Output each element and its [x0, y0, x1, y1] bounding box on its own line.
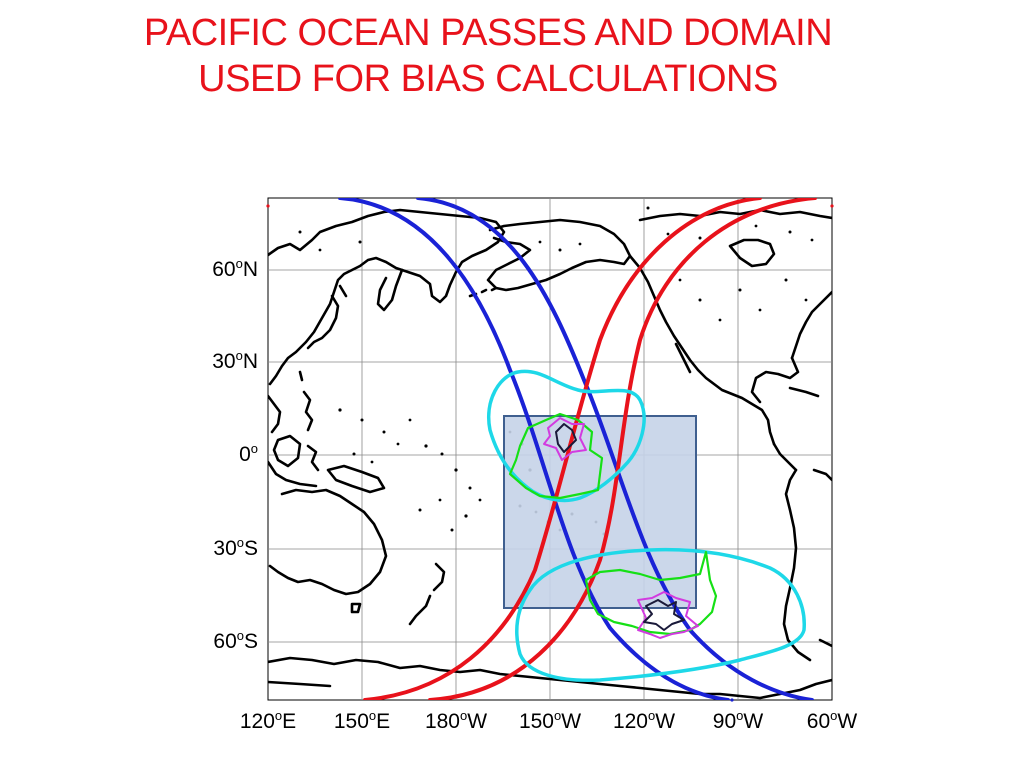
lon-tick-label: 60oW [782, 708, 882, 734]
degree-mark: o [830, 708, 838, 723]
tick-number: 60 [212, 258, 236, 281]
tick-number: 120 [239, 710, 275, 733]
tick-number: 30 [213, 537, 237, 560]
tick-number: 90 [712, 710, 737, 733]
lon-tick-label: 180oW [406, 708, 506, 734]
contours-south [515, 547, 806, 683]
degree-mark: o [236, 535, 244, 550]
degree-mark: o [553, 708, 562, 723]
tick-hemisphere: W [655, 710, 676, 733]
title-line-2: USED FOR BIAS CALCULATIONS [198, 58, 778, 100]
contours-north [487, 369, 646, 503]
lon-tick-label: 150oE [312, 708, 412, 734]
tick-hemisphere: W [837, 710, 858, 733]
coastline-gulf-of-mexico [750, 356, 800, 404]
coastline-north-america [628, 254, 776, 446]
coastline-new-zealand [432, 562, 446, 592]
lon-tick-label: 120oE [218, 708, 318, 734]
tick-number: 120 [612, 710, 648, 733]
degree-mark: o [235, 256, 243, 271]
contour-magenta-south [637, 591, 699, 639]
degree-mark: o [459, 708, 468, 723]
lat-tick-label: 60oS [150, 628, 258, 654]
tick-hemisphere: S [243, 537, 258, 560]
pass-blue-2 [416, 198, 814, 700]
lat-tick-label: 30oN [150, 348, 258, 374]
coastline-australia [268, 488, 388, 596]
tick-hemisphere: E [282, 710, 297, 733]
contour-cyan-south [515, 547, 806, 683]
page-title: PACIFIC OCEAN PASSES AND DOMAIN USED FOR… [0, 10, 976, 102]
satellite-passes [338, 198, 817, 700]
coastline-antarctica [268, 656, 832, 700]
tick-hemisphere: E [376, 710, 391, 733]
tick-hemisphere: W [467, 710, 488, 733]
tick-number: 30 [212, 350, 236, 373]
lon-tick-label: 150oW [500, 708, 600, 734]
tick-number: 150 [333, 710, 369, 733]
pass-red-2 [428, 198, 817, 700]
coastline-kamchatka [376, 268, 404, 312]
lat-tick-label: 60oN [150, 256, 258, 282]
tick-hemisphere: N [242, 350, 258, 373]
lat-tick-label: 30oS [150, 535, 258, 561]
tick-number: 60 [806, 710, 831, 733]
degree-mark: o [235, 348, 243, 363]
contour-green-north [508, 412, 604, 500]
tick-hemisphere: N [242, 258, 258, 281]
lon-tick-label: 90oW [688, 708, 788, 734]
tick-number: 60 [213, 630, 237, 653]
degree-mark: o [736, 708, 744, 723]
tick-number: 150 [518, 710, 554, 733]
tick-hemisphere: W [561, 710, 582, 733]
degree-mark: o [250, 441, 258, 456]
degree-mark: o [647, 708, 656, 723]
contour-dark-south [643, 599, 685, 631]
coastlines [268, 208, 832, 700]
coastline-new-guinea [326, 464, 386, 494]
title-line-1: PACIFIC OCEAN PASSES AND DOMAIN [143, 12, 833, 54]
coastline-japan [306, 294, 340, 350]
coastline-asia [268, 208, 506, 386]
tick-hemisphere: W [743, 710, 764, 733]
contour-green-south [584, 550, 718, 636]
contour-magenta-north [543, 417, 587, 461]
degree-mark: o [274, 708, 283, 723]
degree-mark: o [236, 628, 244, 643]
degree-mark: o [368, 708, 377, 723]
contour-dark-north [555, 423, 577, 453]
coastline-hudson-bay [728, 238, 776, 268]
lon-tick-label: 120oW [594, 708, 694, 734]
lat-tick-label: 0o [150, 441, 258, 467]
coastline-south-america [782, 468, 812, 662]
tick-number: 0 [239, 443, 251, 466]
tick-number: 180 [424, 710, 460, 733]
tick-hemisphere: S [243, 630, 258, 653]
coastline-alaska [486, 218, 632, 292]
coastline-borneo [272, 434, 302, 468]
pass-blue-1 [338, 198, 730, 700]
